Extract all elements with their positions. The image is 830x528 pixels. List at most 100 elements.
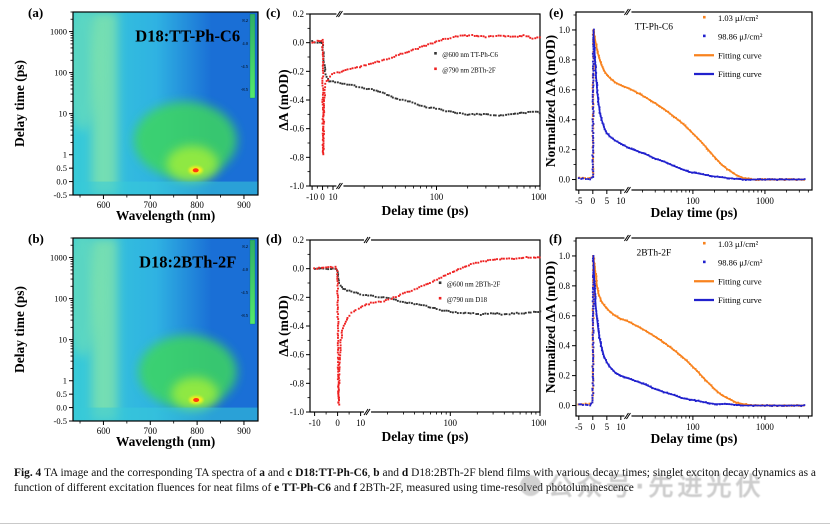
svg-text:ΔA (mOD): ΔA (mOD) bbox=[276, 295, 291, 356]
svg-text:-8.5: -8.5 bbox=[241, 87, 249, 92]
svg-text:2BTh-2F: 2BTh-2F bbox=[636, 248, 671, 258]
svg-text:-8.5: -8.5 bbox=[241, 313, 249, 318]
panel-a-ta-image: 600 700 800 900 1000 100 10 1 0.5 0.0 -0.5 8.2 4.0 -4… bbox=[10, 4, 262, 230]
svg-text:1000: 1000 bbox=[756, 422, 775, 432]
svg-text:Delay time (ps): Delay time (ps) bbox=[651, 205, 738, 220]
svg-text:0.4: 0.4 bbox=[559, 341, 571, 351]
chart-a-canvas: 600 700 800 900 1000 100 10 1 0.5 0.0 -0.5 8.2 4.0 -4… bbox=[12, 11, 259, 223]
svg-text:0.2: 0.2 bbox=[293, 235, 304, 245]
panel-b-label: (b) bbox=[28, 231, 44, 246]
svg-text:-0.4: -0.4 bbox=[290, 95, 305, 105]
panel-e-label: (e) bbox=[549, 5, 564, 20]
svg-text:-10: -10 bbox=[309, 418, 321, 428]
svg-text:Delay time (ps): Delay time (ps) bbox=[12, 286, 27, 373]
svg-text:100: 100 bbox=[686, 196, 700, 206]
svg-text:-1.0: -1.0 bbox=[290, 181, 305, 191]
svg-text:-4.5: -4.5 bbox=[241, 64, 249, 69]
svg-text:-5: -5 bbox=[575, 196, 583, 206]
chart-d-canvas: 0.2 0.0 -0.2 -0.4 -0.6 -0.8 -1.0 -10 0 10 100 1000 @… bbox=[276, 235, 550, 444]
chart-f-canvas: 1.0 0.8 0.6 0.4 0.2 0.0 -5 0 5 10 100 1000 1.03 μJ/c… bbox=[543, 234, 813, 446]
svg-text:5: 5 bbox=[605, 422, 610, 432]
svg-text:-0.2: -0.2 bbox=[290, 66, 304, 76]
svg-text:8.2: 8.2 bbox=[242, 18, 248, 23]
svg-text:98.86 μJ/cm²: 98.86 μJ/cm² bbox=[718, 258, 763, 268]
svg-text:Fitting curve: Fitting curve bbox=[718, 276, 762, 286]
svg-text:900: 900 bbox=[237, 426, 251, 436]
svg-text:0.4: 0.4 bbox=[559, 115, 571, 125]
svg-text:0.8: 0.8 bbox=[559, 55, 571, 65]
svg-text:-0.6: -0.6 bbox=[290, 124, 305, 134]
svg-text:-0.8: -0.8 bbox=[290, 152, 305, 162]
svg-text:1.03 μJ/cm²: 1.03 μJ/cm² bbox=[718, 239, 759, 249]
svg-text:-0.5: -0.5 bbox=[54, 416, 67, 426]
svg-text:0.0: 0.0 bbox=[293, 264, 305, 274]
svg-text:@600 nm TT-Ph-C6: @600 nm TT-Ph-C6 bbox=[442, 52, 498, 59]
panel-a-label: (a) bbox=[28, 5, 44, 20]
panel-f-label: (f) bbox=[549, 231, 562, 246]
svg-text:-0.4: -0.4 bbox=[290, 321, 305, 331]
svg-text:0.2: 0.2 bbox=[293, 9, 304, 19]
svg-text:10: 10 bbox=[616, 196, 626, 206]
svg-text:Fitting curve: Fitting curve bbox=[718, 50, 762, 60]
svg-text:0.0: 0.0 bbox=[559, 401, 571, 411]
svg-text:0.0: 0.0 bbox=[559, 175, 571, 185]
svg-text:600: 600 bbox=[97, 426, 111, 436]
panel-e-decay-dynamics: 1.0 0.8 0.6 0.4 0.2 0.0 -5 0 5 10 100 1000 1.03 μJ/c… bbox=[543, 4, 830, 230]
svg-text:700: 700 bbox=[144, 200, 158, 210]
svg-text:0.0: 0.0 bbox=[293, 38, 305, 48]
svg-text:800: 800 bbox=[190, 426, 204, 436]
svg-text:@790 nm 2BTh-2F: @790 nm 2BTh-2F bbox=[442, 67, 496, 74]
svg-text:100: 100 bbox=[54, 68, 67, 78]
svg-text:1.03 μJ/cm²: 1.03 μJ/cm² bbox=[718, 13, 759, 23]
panel-c-ta-spectra: 0.2 0.0 -0.2 -0.4 -0.6 -0.8 -1.0-100 10 100 1000 @… bbox=[262, 4, 550, 230]
svg-text:0.5: 0.5 bbox=[56, 389, 67, 399]
svg-text:D18:TT-Ph-C6: D18:TT-Ph-C6 bbox=[135, 26, 240, 45]
svg-text:-1.0: -1.0 bbox=[290, 407, 305, 417]
svg-text:0.5: 0.5 bbox=[56, 163, 67, 173]
svg-text:TT-Ph-C6: TT-Ph-C6 bbox=[635, 22, 673, 32]
svg-text:10: 10 bbox=[616, 422, 626, 432]
svg-text:D18:2BTh-2F: D18:2BTh-2F bbox=[139, 252, 236, 271]
svg-text:0: 0 bbox=[320, 192, 325, 202]
svg-text:100: 100 bbox=[444, 418, 458, 428]
svg-text:ΔA (mOD): ΔA (mOD) bbox=[276, 69, 291, 130]
svg-text:Normalized ΔA (mOD): Normalized ΔA (mOD) bbox=[546, 35, 558, 167]
svg-text:100: 100 bbox=[686, 422, 700, 432]
svg-text:0.0: 0.0 bbox=[56, 403, 67, 413]
svg-text:Normalized ΔA (mOD): Normalized ΔA (mOD) bbox=[546, 261, 558, 393]
svg-text:100: 100 bbox=[54, 294, 67, 304]
panel-d-label: (d) bbox=[266, 231, 282, 246]
svg-text:1000: 1000 bbox=[50, 27, 67, 37]
svg-text:Delay time (ps): Delay time (ps) bbox=[12, 60, 27, 147]
svg-text:0.6: 0.6 bbox=[559, 311, 571, 321]
svg-text:0.6: 0.6 bbox=[559, 85, 571, 95]
svg-text:Delay time (ps): Delay time (ps) bbox=[382, 203, 469, 218]
svg-text:Wavelength (nm): Wavelength (nm) bbox=[116, 208, 215, 223]
panel-d-ta-spectra: 0.2 0.0 -0.2 -0.4 -0.6 -0.8 -1.0 -10 0 10 100 1000 @… bbox=[262, 230, 550, 456]
svg-text:-0.2: -0.2 bbox=[290, 292, 304, 302]
svg-text:10: 10 bbox=[59, 109, 68, 119]
svg-text:5: 5 bbox=[605, 196, 610, 206]
svg-text:Delay time (ps): Delay time (ps) bbox=[382, 429, 469, 444]
svg-text:1.0: 1.0 bbox=[559, 251, 571, 261]
panel-c-label: (c) bbox=[266, 5, 281, 20]
svg-text:100: 100 bbox=[430, 192, 444, 202]
svg-text:1.0: 1.0 bbox=[559, 25, 571, 35]
svg-text:-10: -10 bbox=[306, 192, 318, 202]
svg-text:0.2: 0.2 bbox=[559, 371, 570, 381]
svg-text:-0.5: -0.5 bbox=[54, 190, 67, 200]
svg-text:4.0: 4.0 bbox=[242, 41, 248, 46]
chart-e-canvas: 1.0 0.8 0.6 0.4 0.2 0.0 -5 0 5 10 100 1000 1.03 μJ/c… bbox=[543, 8, 813, 220]
svg-text:800: 800 bbox=[190, 200, 204, 210]
svg-text:10: 10 bbox=[59, 335, 68, 345]
svg-text:1: 1 bbox=[63, 150, 67, 160]
svg-text:600: 600 bbox=[97, 200, 111, 210]
svg-text:1000: 1000 bbox=[531, 192, 546, 202]
svg-text:-4.5: -4.5 bbox=[241, 290, 249, 295]
svg-text:1000: 1000 bbox=[756, 196, 775, 206]
svg-text:98.86 μJ/cm²: 98.86 μJ/cm² bbox=[718, 32, 763, 42]
svg-text:Fitting curve: Fitting curve bbox=[718, 69, 762, 79]
svg-text:Fitting curve: Fitting curve bbox=[718, 295, 762, 305]
svg-text:700: 700 bbox=[144, 426, 158, 436]
